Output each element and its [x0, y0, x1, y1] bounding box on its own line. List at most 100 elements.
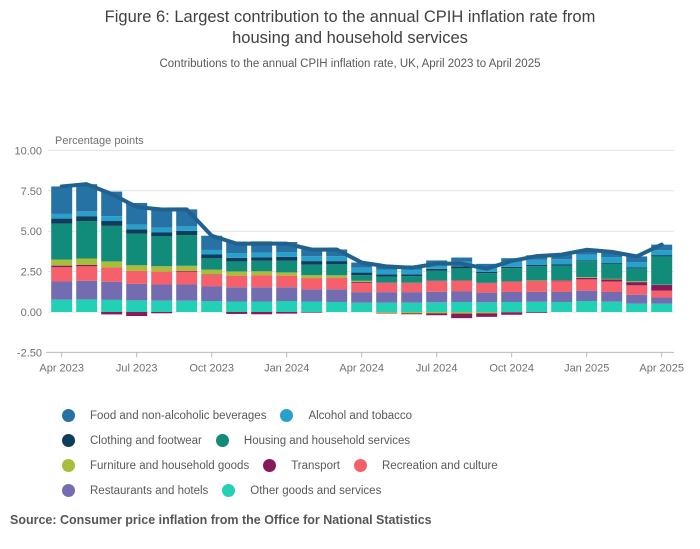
bar-segment-housing[interactable] — [476, 273, 498, 283]
bar-segment-other[interactable] — [51, 299, 73, 312]
bar-segment-clothing[interactable] — [51, 218, 73, 224]
bar-segment-food[interactable] — [626, 256, 648, 263]
bar-segment-other[interactable] — [601, 301, 623, 312]
bar-segment-alcohol[interactable] — [576, 254, 598, 261]
bar-segment-clothing[interactable] — [151, 232, 173, 237]
bar-segment-transport[interactable] — [426, 313, 448, 316]
bar-segment-transport[interactable] — [576, 277, 598, 280]
bar-segment-alcohol[interactable] — [276, 252, 298, 257]
bar-segment-housing[interactable] — [176, 235, 198, 266]
bar-segment-clothing[interactable] — [651, 255, 673, 257]
bar-segment-food[interactable] — [326, 249, 348, 257]
bar-segment-transport[interactable] — [526, 312, 548, 313]
bar-segment-housing[interactable] — [401, 276, 423, 283]
bar-segment-recreation[interactable] — [201, 274, 223, 287]
bar-segment-restaurants[interactable] — [601, 291, 623, 302]
bar-segment-clothing[interactable] — [126, 229, 148, 234]
bar-segment-other[interactable] — [526, 301, 548, 312]
bar-segment-alcohol[interactable] — [301, 256, 323, 262]
bar-segment-housing[interactable] — [76, 221, 98, 259]
bar-segment-alcohol[interactable] — [226, 253, 248, 258]
bar-segment-housing[interactable] — [151, 236, 173, 267]
bar-segment-alcohol[interactable] — [126, 224, 148, 230]
bar-segment-clothing[interactable] — [76, 216, 98, 222]
bar-segment-housing[interactable] — [501, 268, 523, 282]
bar-segment-recreation[interactable] — [651, 290, 673, 298]
bar-segment-other[interactable] — [426, 302, 448, 312]
bar-segment-furniture[interactable] — [101, 261, 123, 268]
bar-segment-housing[interactable] — [526, 266, 548, 281]
bar-segment-restaurants[interactable] — [351, 292, 373, 303]
bar-segment-housing[interactable] — [426, 270, 448, 281]
bar-segment-food[interactable] — [151, 208, 173, 228]
bar-segment-other[interactable] — [226, 301, 248, 312]
bar-segment-clothing[interactable] — [276, 256, 298, 261]
bar-segment-housing[interactable] — [326, 264, 348, 276]
bar-segment-housing[interactable] — [101, 225, 123, 262]
bar-segment-furniture[interactable] — [326, 275, 348, 278]
bar-segment-housing[interactable] — [251, 260, 273, 272]
bar-segment-recreation[interactable] — [351, 283, 373, 293]
bar-segment-restaurants[interactable] — [126, 283, 148, 301]
bar-segment-clothing[interactable] — [326, 261, 348, 265]
bar-segment-recreation[interactable] — [626, 285, 648, 295]
bar-segment-restaurants[interactable] — [301, 289, 323, 302]
bar-segment-recreation[interactable] — [376, 282, 398, 293]
bar-segment-other[interactable] — [276, 301, 298, 312]
bar-segment-transport[interactable] — [351, 282, 373, 284]
bar-segment-transport[interactable] — [251, 312, 273, 315]
bar-segment-transport[interactable] — [551, 280, 573, 282]
bar-segment-other[interactable] — [476, 302, 498, 312]
bar-segment-furniture[interactable] — [276, 272, 298, 276]
bar-segment-restaurants[interactable] — [326, 289, 348, 302]
bar-segment-housing[interactable] — [51, 223, 73, 260]
bar-segment-recreation[interactable] — [501, 281, 523, 292]
bar-segment-furniture[interactable] — [76, 258, 98, 265]
bar-segment-transport[interactable] — [501, 312, 523, 315]
bar-segment-housing[interactable] — [376, 276, 398, 283]
bar-segment-furniture[interactable] — [151, 266, 173, 272]
bar-segment-furniture[interactable] — [576, 277, 598, 278]
bar-segment-restaurants[interactable] — [501, 291, 523, 302]
bar-segment-transport[interactable] — [126, 312, 148, 317]
bar-segment-food[interactable] — [251, 241, 273, 253]
bar-segment-other[interactable] — [101, 299, 123, 312]
bar-segment-recreation[interactable] — [276, 275, 298, 288]
bar-segment-transport[interactable] — [626, 282, 648, 286]
bar-segment-recreation[interactable] — [101, 267, 123, 282]
bar-segment-other[interactable] — [326, 301, 348, 312]
bar-segment-restaurants[interactable] — [251, 287, 273, 302]
bar-segment-housing[interactable] — [126, 233, 148, 266]
bar-segment-restaurants[interactable] — [576, 290, 598, 302]
bar-segment-alcohol[interactable] — [626, 262, 648, 268]
bar-segment-food[interactable] — [551, 254, 573, 260]
bar-segment-transport[interactable] — [476, 313, 498, 317]
bar-segment-housing[interactable] — [276, 260, 298, 273]
bar-segment-restaurants[interactable] — [51, 281, 73, 300]
bar-segment-restaurants[interactable] — [101, 281, 123, 300]
bar-segment-recreation[interactable] — [551, 281, 573, 292]
bar-segment-alcohol[interactable] — [201, 249, 223, 255]
bar-segment-alcohol[interactable] — [501, 261, 523, 267]
bar-segment-restaurants[interactable] — [451, 291, 473, 302]
bar-segment-furniture[interactable] — [176, 265, 198, 271]
bar-segment-alcohol[interactable] — [76, 211, 98, 217]
bar-segment-clothing[interactable] — [426, 268, 448, 271]
bar-segment-alcohol[interactable] — [551, 259, 573, 265]
bar-segment-clothing[interactable] — [226, 257, 248, 262]
bar-segment-furniture[interactable] — [601, 278, 623, 280]
bar-segment-food[interactable] — [476, 263, 498, 268]
bar-segment-clothing[interactable] — [576, 260, 598, 262]
bar-segment-transport[interactable] — [101, 312, 123, 315]
bar-segment-restaurants[interactable] — [476, 292, 498, 303]
bar-segment-housing[interactable] — [226, 261, 248, 272]
bar-segment-furniture[interactable] — [201, 269, 223, 275]
bar-segment-housing[interactable] — [626, 268, 648, 282]
bar-segment-clothing[interactable] — [476, 271, 498, 274]
bar-segment-transport[interactable] — [301, 312, 323, 313]
bar-segment-food[interactable] — [351, 262, 373, 268]
bar-segment-clothing[interactable] — [176, 230, 198, 236]
bar-segment-recreation[interactable] — [476, 282, 498, 293]
bar-segment-other[interactable] — [351, 302, 373, 312]
bar-segment-restaurants[interactable] — [276, 287, 298, 302]
